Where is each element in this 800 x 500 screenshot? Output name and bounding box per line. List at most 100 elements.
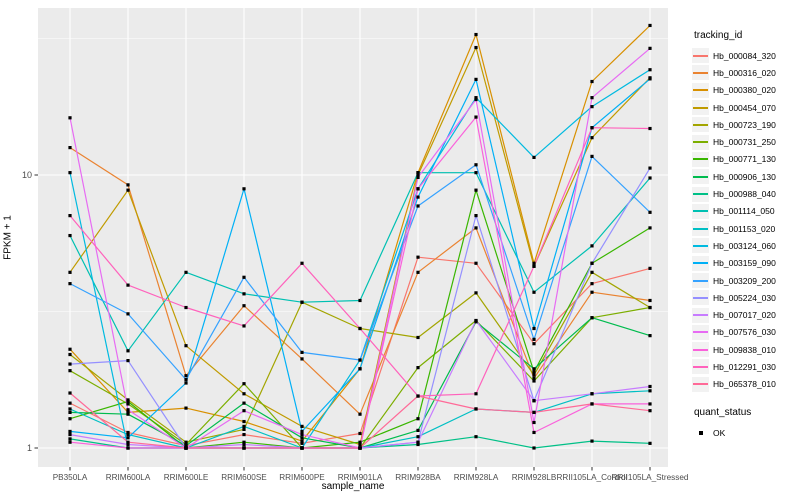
data-point bbox=[68, 391, 72, 395]
data-point bbox=[648, 166, 652, 170]
data-point bbox=[68, 417, 72, 421]
data-point bbox=[590, 402, 594, 406]
data-point bbox=[126, 440, 130, 444]
data-point bbox=[126, 359, 130, 363]
legend-item-Hb_007017_020: Hb_007017_020 bbox=[692, 306, 800, 323]
data-point bbox=[416, 394, 420, 398]
data-point bbox=[532, 342, 536, 346]
legend-item-Hb_000084_320: Hb_000084_320 bbox=[692, 47, 800, 64]
legend-item-Hb_000731_250: Hb_000731_250 bbox=[692, 133, 800, 150]
data-point bbox=[242, 324, 246, 328]
data-point bbox=[532, 399, 536, 403]
quant-status-legend: quant_status OK bbox=[692, 407, 800, 441]
data-point bbox=[648, 409, 652, 413]
panel-background bbox=[38, 8, 668, 467]
data-point bbox=[68, 369, 72, 373]
x-tick-label: RRIM928LA bbox=[454, 473, 499, 482]
data-point bbox=[416, 440, 420, 444]
data-point bbox=[184, 305, 188, 310]
data-point bbox=[648, 384, 652, 389]
data-point bbox=[648, 126, 652, 131]
legend-item-Hb_007576_030: Hb_007576_030 bbox=[692, 324, 800, 341]
legend-color-line bbox=[693, 348, 708, 351]
legend-item-Hb_003209_200: Hb_003209_200 bbox=[692, 272, 800, 289]
legend-item-Hb_000988_040: Hb_000988_040 bbox=[692, 185, 800, 202]
data-point bbox=[68, 352, 72, 357]
data-point bbox=[590, 136, 594, 140]
data-point bbox=[474, 97, 478, 102]
data-point bbox=[126, 312, 130, 316]
data-point bbox=[590, 290, 594, 294]
data-point bbox=[126, 408, 130, 412]
data-point bbox=[242, 432, 246, 437]
data-point bbox=[590, 270, 594, 274]
data-point bbox=[474, 163, 478, 167]
data-point bbox=[68, 407, 72, 411]
data-point bbox=[300, 261, 304, 265]
data-point bbox=[184, 270, 188, 274]
data-point bbox=[474, 77, 478, 81]
legend-color-line bbox=[693, 279, 708, 282]
data-point bbox=[648, 389, 652, 393]
legend-key-line bbox=[692, 238, 709, 254]
legend-label: Hb_003209_200 bbox=[713, 275, 776, 286]
data-point bbox=[532, 420, 536, 425]
legend-key-line bbox=[692, 151, 709, 167]
data-point bbox=[358, 412, 362, 416]
data-point bbox=[648, 298, 652, 303]
data-point bbox=[590, 79, 594, 84]
data-point bbox=[68, 440, 72, 444]
legend-color-line bbox=[693, 331, 708, 334]
data-point bbox=[416, 428, 420, 433]
legend-item-Hb_000771_130: Hb_000771_130 bbox=[692, 151, 800, 168]
data-point bbox=[648, 441, 652, 445]
legend-label: Hb_000380_020 bbox=[713, 85, 776, 96]
data-point bbox=[184, 446, 188, 450]
data-point bbox=[474, 188, 478, 192]
data-point bbox=[242, 419, 246, 424]
x-tick-label: RRII105LA_Control bbox=[557, 473, 628, 482]
data-point bbox=[68, 401, 72, 405]
legend-item-Hb_000316_020: Hb_000316_020 bbox=[692, 64, 800, 81]
legend-item-Hb_003159_090: Hb_003159_090 bbox=[692, 255, 800, 272]
data-point bbox=[126, 432, 130, 437]
data-point bbox=[416, 195, 420, 199]
data-point bbox=[532, 326, 536, 331]
data-point bbox=[416, 187, 420, 191]
data-point bbox=[68, 116, 72, 120]
legend-item-Hb_001153_020: Hb_001153_020 bbox=[692, 220, 800, 237]
legend-item-Hb_005224_030: Hb_005224_030 bbox=[692, 289, 800, 306]
data-point bbox=[126, 412, 130, 416]
data-point bbox=[358, 440, 362, 444]
data-point bbox=[474, 407, 478, 411]
plot-panel: 1 10 PB350LA RRIM600LA RRIM600LE RRIM600SE RRI… bbox=[22, 8, 689, 482]
legend-key-line bbox=[692, 134, 709, 150]
data-point bbox=[590, 282, 594, 286]
quant-status-legend-items: OK bbox=[692, 424, 800, 441]
data-point bbox=[68, 171, 72, 175]
data-point bbox=[648, 176, 652, 180]
data-point bbox=[532, 367, 536, 371]
data-point bbox=[416, 175, 420, 179]
data-point bbox=[300, 439, 304, 443]
data-point bbox=[590, 244, 594, 248]
legend-key-line bbox=[692, 65, 709, 81]
legend-item-Hb_001114_050: Hb_001114_050 bbox=[692, 203, 800, 220]
data-point bbox=[474, 45, 478, 50]
legend-item-Hb_065378_010: Hb_065378_010 bbox=[692, 376, 800, 393]
data-point bbox=[126, 446, 130, 450]
data-point bbox=[242, 304, 246, 308]
legend-key-line bbox=[692, 324, 709, 340]
data-point bbox=[532, 379, 536, 383]
data-point bbox=[68, 437, 72, 441]
data-point bbox=[532, 376, 536, 380]
data-point bbox=[532, 155, 536, 160]
data-point bbox=[590, 392, 594, 396]
data-point bbox=[590, 439, 594, 443]
data-point bbox=[126, 430, 130, 435]
x-tick-label: RRIM928BA bbox=[395, 473, 441, 482]
legend-label: Hb_000084_320 bbox=[713, 50, 776, 61]
data-point bbox=[532, 410, 536, 415]
data-point bbox=[242, 392, 246, 396]
data-point bbox=[126, 442, 130, 447]
